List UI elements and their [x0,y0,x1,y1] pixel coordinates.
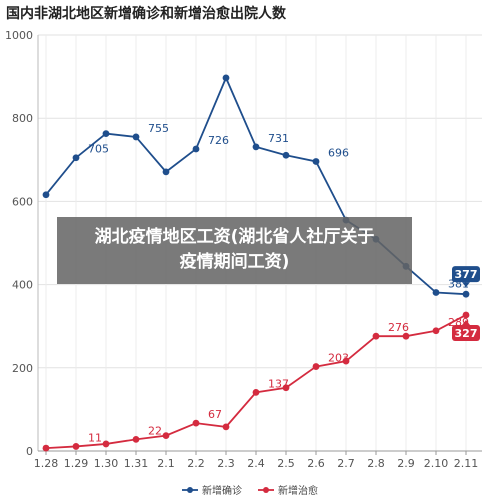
data-point [222,74,230,82]
data-label: 203 [328,352,349,365]
x-tick-label: 2.5 [277,457,295,470]
data-point [192,419,200,427]
data-point [72,154,80,162]
data-point [42,191,50,199]
data-point [132,133,140,141]
data-point [402,332,410,340]
x-tick-label: 2.10 [424,457,449,470]
legend-swatch-dot [263,487,269,493]
data-point [162,432,170,440]
data-label: 726 [208,134,229,147]
x-tick-label: 2.9 [397,457,415,470]
overlay-banner: 湖北疫情地区工资(湖北省人社厅关于 疫情期间工资) [57,217,412,284]
data-label: 696 [328,146,349,159]
x-tick-label: 1.28 [34,457,59,470]
data-point [372,332,380,340]
legend-item: 新增治愈 [258,484,318,497]
data-point [312,158,320,165]
legend-label: 新增治愈 [278,484,318,497]
y-tick-label: 400 [12,279,33,292]
data-label: 705 [88,143,109,156]
data-point [162,168,170,176]
legend: 新增确诊 新增治愈 [182,484,318,497]
x-tick-label: 2.2 [187,457,205,470]
data-point [282,384,290,392]
data-point [132,435,140,443]
callout-label: 377 [455,268,478,281]
data-point [42,444,50,452]
callout-box [452,324,480,341]
x-tick-label: 2.3 [217,457,235,470]
data-point [282,151,290,159]
data-label: 137 [268,377,289,390]
data-point [312,363,320,370]
data-point [72,443,80,450]
x-tick-label: 2.6 [307,457,325,470]
callout-pointer [462,282,470,288]
legend-swatch-dot [187,487,193,493]
callout-box [452,266,480,283]
data-point [342,357,350,365]
x-tick-label: 1.31 [124,457,149,470]
data-label: 67 [208,408,222,421]
data-point [102,130,110,137]
data-label: 276 [388,321,409,334]
x-tick-label: 2.8 [367,457,385,470]
x-tick-label: 2.7 [337,457,355,470]
axes: 0 200 400 600 800 1000 1.28 1.29 1.30 1.31 2.1 2.2 2… [5,29,482,470]
x-tick-label: 2.4 [247,457,265,470]
x-tick-label: 2.11 [454,457,479,470]
y-tick-label: 800 [12,112,33,125]
x-tick-label: 2.1 [157,457,175,470]
callout-pointer [462,319,470,325]
data-point [432,289,440,296]
callout-badge: 377 [452,266,480,288]
legend-label: 新增确诊 [202,484,242,497]
data-label: 755 [148,122,169,135]
data-label: 22 [148,424,162,437]
data-point [432,327,440,335]
chart-title: 国内非湖北地区新增确诊和新增治愈出院人数 [6,6,286,22]
legend-item: 新增确诊 [182,484,242,497]
overlay-line-2: 疫情期间工资) [179,252,290,272]
data-point [252,388,260,396]
data-label: 11 [88,431,102,444]
data-label: 731 [268,132,289,145]
callout-badge: 327 [452,319,480,341]
data-point [252,143,260,151]
y-tick-label: 0 [26,445,33,458]
data-point [462,290,470,298]
data-point [462,311,470,319]
x-tick-label: 1.29 [64,457,89,470]
y-tick-label: 600 [12,195,33,208]
data-point [102,440,110,448]
y-tick-label: 200 [12,362,33,375]
overlay-line-1: 湖北疫情地区工资(湖北省人社厅关于 [94,227,375,247]
data-point [222,423,230,431]
data-point [192,145,200,153]
callout-label: 327 [455,327,478,340]
x-tick-label: 1.30 [94,457,119,470]
y-tick-label: 1000 [5,29,33,42]
